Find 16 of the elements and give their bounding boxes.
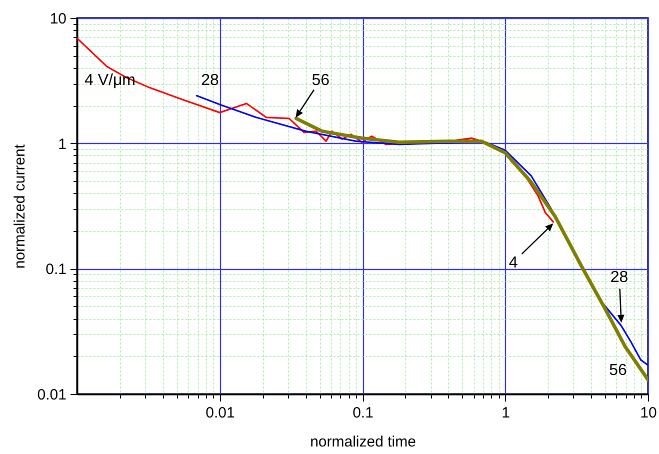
y-tick-label: 0.01 [37,386,66,404]
x-tick-label: 10 [640,404,657,422]
annotation: 28 [610,268,628,286]
x-tick-label: 0.1 [352,404,374,422]
annotation: 4 V/μm [84,72,136,89]
y-tick-label: 1 [58,136,66,153]
annotation: 56 [312,72,330,89]
x-tick-label: 0.01 [206,404,235,422]
x-tick-label: 1 [502,404,510,422]
y-axis-title: normalized current [11,144,28,269]
y-tick-label: 10 [50,10,66,28]
annotation: 56 [609,362,627,379]
x-axis-title: normalized time [310,434,416,450]
annotation: 4 [508,254,518,272]
y-tick-label: 0.1 [46,261,66,278]
annotation: 28 [201,72,219,89]
